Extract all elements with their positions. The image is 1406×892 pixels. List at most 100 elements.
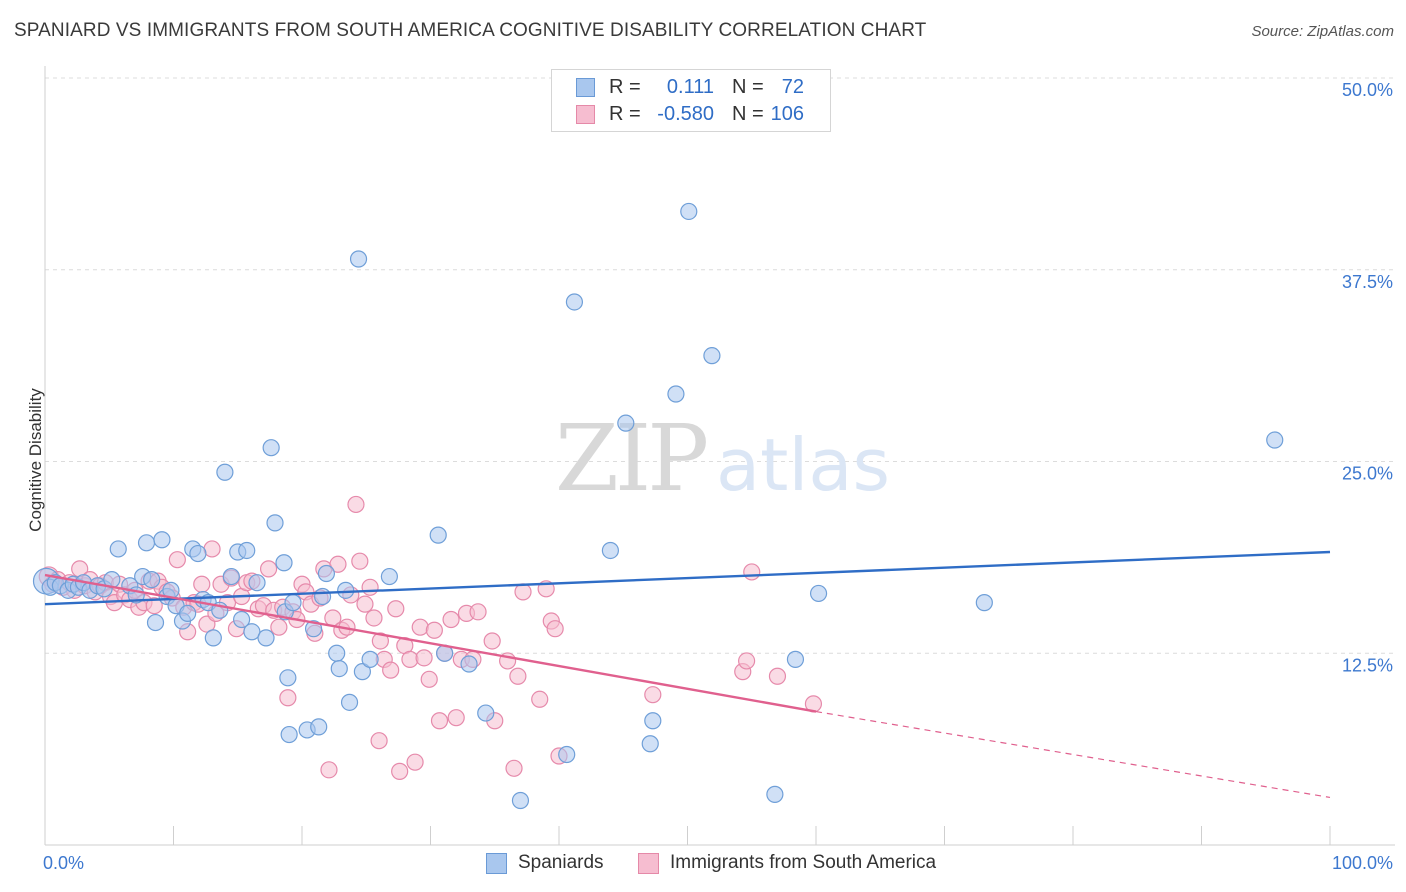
immigrants-point <box>365 609 383 627</box>
spaniards-point <box>558 745 576 764</box>
immigrants-point <box>644 686 662 704</box>
chart-title: SPANIARD VS IMMIGRANTS FROM SOUTH AMERIC… <box>14 20 927 41</box>
spaniards-point <box>233 610 251 629</box>
legend-label-immigrants: Immigrants from South America <box>670 852 937 873</box>
axes <box>44 66 1395 846</box>
gridlines <box>45 77 1395 654</box>
spaniards-point <box>786 650 805 668</box>
immigrants-point <box>406 753 424 771</box>
immigrants-point <box>279 689 297 707</box>
spaniards-point <box>280 725 298 744</box>
y-tick-label: 12.5% <box>1342 655 1393 675</box>
spaniards-point <box>266 514 284 532</box>
immigrants-point <box>420 670 438 688</box>
immigrants-point <box>168 551 186 569</box>
spaniards-point <box>143 571 161 589</box>
spaniards-point <box>257 629 275 647</box>
spaniards-point <box>137 534 156 552</box>
immigrants-point <box>415 649 433 667</box>
spaniards-point <box>601 541 620 560</box>
watermark-atlas: atlas <box>716 423 890 507</box>
spaniards-trend-line <box>44 550 1331 606</box>
spaniards-point <box>204 629 222 647</box>
spaniards-point <box>667 385 685 403</box>
spaniards-point <box>275 554 293 572</box>
spaniards-point <box>353 663 371 681</box>
immigrants-point <box>430 712 449 730</box>
spaniards-point <box>380 567 398 586</box>
spaniards-point <box>460 655 478 673</box>
immigrants-point <box>370 732 388 750</box>
y-axis-label: Cognitive Disability <box>26 388 45 532</box>
immigrants-point <box>356 595 374 613</box>
spaniards-point <box>313 587 332 606</box>
spaniards-point <box>511 791 530 810</box>
immigrants-point <box>347 495 365 514</box>
legend-n-value: 106 <box>770 103 804 125</box>
legend-label-spaniards: Spaniards <box>518 852 604 873</box>
legend-r-label: R = <box>609 76 641 98</box>
x-tick-label: 0.0% <box>43 853 84 873</box>
spaniards-point <box>248 574 266 592</box>
spaniards-point <box>189 544 207 563</box>
immigrants-point <box>442 610 460 629</box>
immigrants-point <box>546 620 564 638</box>
immigrants-point <box>469 603 487 621</box>
legend-swatch-immigrants <box>576 105 595 124</box>
legend-n-value: 72 <box>781 76 804 98</box>
spaniards-point <box>617 414 635 432</box>
immigrants-point <box>391 762 409 780</box>
immigrants-point <box>425 621 443 639</box>
legend-swatch-spaniards <box>486 853 507 874</box>
spaniards-point <box>349 250 368 268</box>
legend-swatch-immigrants <box>638 853 659 874</box>
immigrants-point <box>447 709 465 727</box>
immigrants-trend-line <box>44 573 817 713</box>
spaniards-point <box>216 463 234 481</box>
source-label: Source: ZipAtlas.com <box>1251 23 1394 40</box>
legend-swatch-spaniards <box>576 78 595 97</box>
immigrants-point <box>193 575 211 593</box>
spaniards-point <box>641 735 659 753</box>
immigrants-point <box>505 759 523 777</box>
spaniards-point <box>680 202 698 221</box>
spaniards-point <box>317 564 336 583</box>
y-tick-label: 50.0% <box>1342 80 1393 100</box>
spaniards-point <box>644 712 662 730</box>
spaniards-point <box>153 531 171 549</box>
immigrants-point <box>768 667 787 685</box>
x-tick-label: 100.0% <box>1332 853 1393 873</box>
legend-n-label: N = <box>732 76 764 98</box>
spaniards-point <box>1266 431 1284 449</box>
legend-row-immigrants: R = -0.580 N = 106 <box>552 101 830 127</box>
spaniards-point <box>284 594 302 612</box>
immigrants-point <box>738 652 756 670</box>
immigrants-point <box>531 690 549 708</box>
spaniards-point <box>328 644 346 662</box>
immigrants-point <box>509 667 527 685</box>
y-tick-label: 37.5% <box>1342 272 1393 292</box>
tick-labels: 12.5% 25.0% 37.5% 50.0% 0.0% 100.0% <box>43 80 1393 873</box>
spaniards-point <box>179 604 197 622</box>
spaniards-point <box>337 581 355 599</box>
legend-r-label: R = <box>609 103 641 125</box>
spaniards-point <box>310 718 328 736</box>
immigrants-point <box>743 563 761 581</box>
y-axis-label-wrap: Cognitive Disability <box>8 388 48 532</box>
trend-lines <box>44 550 1331 799</box>
immigrants-point <box>259 560 278 578</box>
immigrants-point <box>387 600 405 618</box>
immigrants-point <box>329 555 347 573</box>
spaniards-point <box>304 620 323 638</box>
immigrants-point <box>145 597 163 615</box>
correlation-legend: R = 0.111 N = 72 R = -0.580 N = 106 <box>551 69 831 132</box>
y-tick-label: 25.0% <box>1342 464 1393 484</box>
spaniards-point <box>109 540 127 558</box>
immigrants-point <box>514 583 532 601</box>
spaniards-point <box>243 623 261 641</box>
immigrants-trend-extension <box>815 710 1331 799</box>
legend-r-value: -0.580 <box>657 103 714 125</box>
immigrants-point <box>361 578 379 596</box>
legend-row-spaniards: R = 0.111 N = 72 <box>552 74 830 100</box>
